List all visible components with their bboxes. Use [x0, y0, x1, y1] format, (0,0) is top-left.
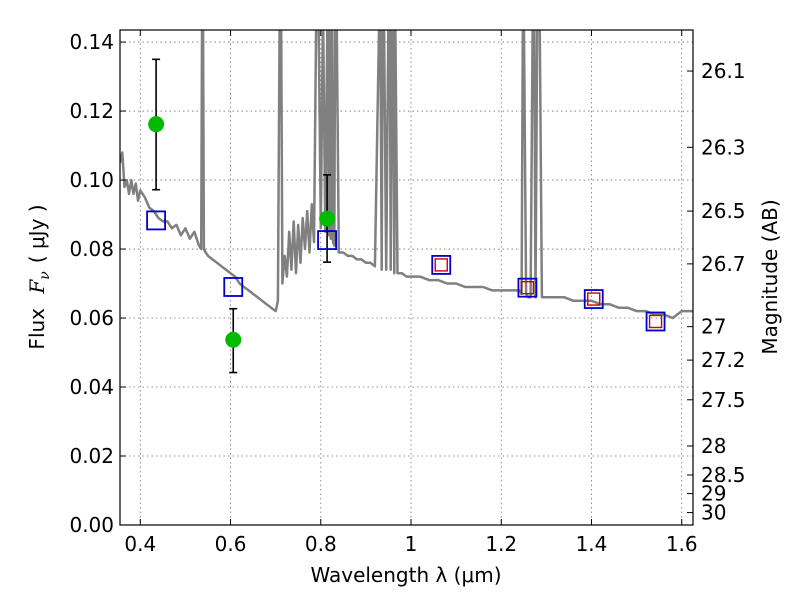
inner-photometry-marker — [648, 314, 663, 329]
inner-photometry-marker — [434, 258, 448, 272]
x-tick-label: 1.2 — [485, 532, 517, 556]
y2-tick-label: 26.5 — [701, 199, 746, 223]
y2-tick-label: 27.5 — [701, 388, 746, 412]
inner-photometry-marker — [587, 292, 601, 306]
observed-point — [225, 331, 242, 348]
x-tick-label: 0.4 — [124, 532, 156, 556]
y2-tick-label: 27.2 — [701, 348, 746, 372]
x-tick-label: 0.6 — [215, 532, 247, 556]
model-photometry-marker — [431, 255, 452, 275]
y2-tick-label: 29 — [701, 482, 726, 506]
y2-tick-label: 30 — [701, 501, 726, 525]
x-tick-label: 1.4 — [576, 532, 608, 556]
x-tick-label: 0.8 — [305, 532, 337, 556]
y-tick-label: 0.00 — [69, 513, 114, 537]
x-tick-label: 1.6 — [666, 532, 698, 556]
observed-point — [319, 210, 336, 227]
y-tick-label: 0.12 — [69, 99, 114, 123]
model-photometry-marker — [517, 277, 538, 298]
y-tick-label: 0.04 — [69, 375, 114, 399]
plot-area — [120, 30, 693, 374]
observed-point — [148, 116, 165, 133]
model-photometry-marker — [645, 311, 666, 332]
ticks: 0.4 0.6 0.8 1 1.2 1.4 1.6 0.00 0.02 0.04 0.06 0.08 0… — [69, 30, 746, 556]
y2-tick-label: 28.5 — [701, 463, 746, 487]
x-tick-label: 1 — [405, 532, 418, 556]
y-tick-label: 0.10 — [69, 168, 114, 192]
model-photometry-marker — [223, 277, 244, 297]
y-tick-label: 0.06 — [69, 306, 114, 330]
plot-frame — [119, 29, 694, 526]
model-photometry-marker — [317, 230, 337, 250]
model-photometry-marker — [583, 289, 604, 309]
inner-photometry-marker — [520, 280, 535, 295]
y-tick-label: 0.08 — [69, 237, 114, 261]
y-tick-label: 0.02 — [69, 444, 114, 468]
y-axis-label: Flux Fν( μJy ) — [25, 204, 53, 349]
y-tick-label: 0.14 — [69, 30, 114, 54]
y2-tick-label: 26.7 — [701, 252, 746, 276]
x-axis-label: Wavelength λ (μm) — [310, 563, 501, 587]
y2-tick-label: 27 — [701, 315, 726, 339]
y2-tick-label: 26.1 — [701, 59, 746, 83]
model-photometry-marker — [146, 210, 166, 231]
y2-axis-label: Magnitude (AB) — [758, 199, 782, 354]
y2-tick-label: 26.3 — [701, 135, 746, 159]
y2-tick-label: 28 — [701, 434, 726, 458]
